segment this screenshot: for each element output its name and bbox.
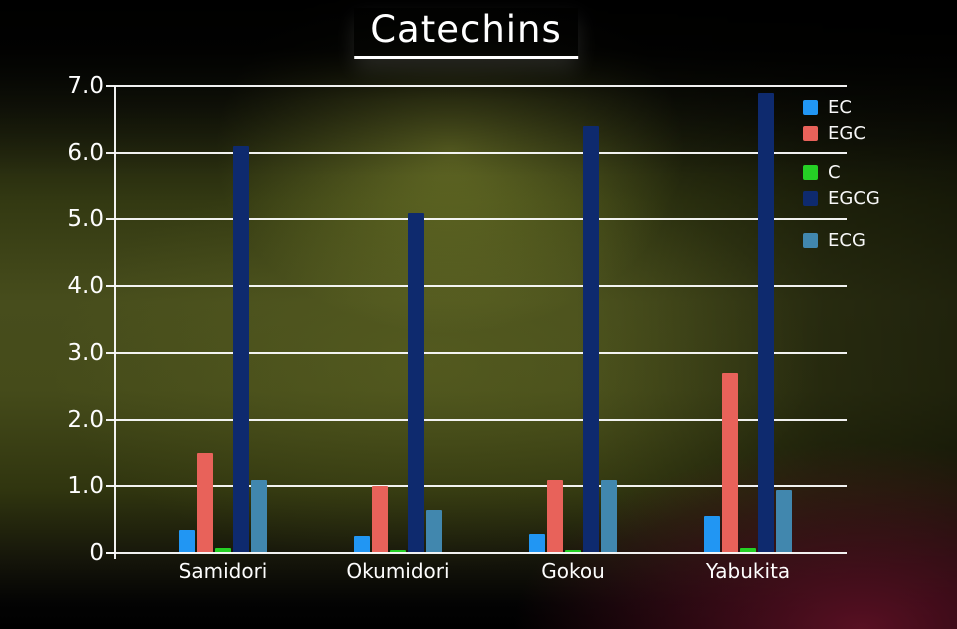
bar-egcg-okumidori <box>408 212 424 553</box>
bar-ecg-yabukita <box>776 489 792 553</box>
legend-swatch-icon <box>803 190 818 206</box>
legend-label: C <box>828 161 841 183</box>
legend-item-egcg: EGCG <box>803 187 880 209</box>
bar-ec-okumidori <box>354 536 370 553</box>
chart-title: Catechins <box>354 8 578 59</box>
y-tick <box>106 151 115 154</box>
y-tick <box>106 285 115 288</box>
legend-label: ECG <box>828 229 866 251</box>
plot-area <box>115 85 847 553</box>
legend-item-c: C <box>803 161 841 183</box>
y-tick <box>106 85 115 87</box>
y-tick-label: 2.0 <box>67 406 104 433</box>
y-tick <box>106 418 115 421</box>
legend-label: EGCG <box>828 187 880 209</box>
legend-swatch-icon <box>803 125 818 141</box>
legend-item-ecg: ECG <box>803 229 866 251</box>
bar-ec-yabukita <box>704 516 720 553</box>
y-axis-line <box>114 86 116 559</box>
bar-egc-okumidori <box>372 486 388 553</box>
bar-c-gokou <box>565 549 581 553</box>
y-tick-label: 0 <box>89 540 104 566</box>
x-category-label: Gokou <box>541 559 605 583</box>
y-tick <box>106 485 115 488</box>
y-tick <box>106 218 115 221</box>
y-tick-label: 1.0 <box>67 473 104 500</box>
gridline <box>115 485 847 488</box>
x-category-label: Yabukita <box>705 559 791 583</box>
y-tick-label: 4.0 <box>67 273 104 300</box>
bar-egcg-yabukita <box>758 92 774 553</box>
bar-c-samidori <box>215 548 231 553</box>
legend-swatch-icon <box>803 99 818 115</box>
bar-c-okumidori <box>390 549 406 553</box>
bar-ecg-gokou <box>601 479 617 553</box>
legend-swatch-icon <box>803 164 818 180</box>
gridline <box>115 285 847 288</box>
gridline <box>115 85 847 88</box>
legend-label: EC <box>828 96 852 118</box>
y-tick-label: 5.0 <box>67 206 104 233</box>
bar-egc-gokou <box>547 479 563 553</box>
bar-egcg-gokou <box>583 126 599 553</box>
bar-egc-samidori <box>197 452 213 553</box>
gridline <box>115 351 847 354</box>
bar-egc-yabukita <box>722 372 738 553</box>
x-axis-line <box>106 552 847 554</box>
gridline <box>115 151 847 154</box>
y-tick <box>106 351 115 354</box>
legend-item-ec: EC <box>803 96 852 118</box>
bar-ecg-okumidori <box>426 509 442 553</box>
x-category-label: Okumidori <box>346 559 450 583</box>
y-tick-label: 6.0 <box>67 139 104 166</box>
y-tick-label: 7.0 <box>67 73 104 99</box>
bar-egcg-samidori <box>233 146 249 553</box>
bar-c-yabukita <box>740 547 756 553</box>
gridline <box>115 218 847 221</box>
x-category-label: Samidori <box>178 559 268 583</box>
gridline <box>115 418 847 421</box>
bar-ec-samidori <box>179 529 195 553</box>
legend-swatch-icon <box>803 232 818 248</box>
y-tick-label: 3.0 <box>67 339 104 366</box>
bar-ecg-samidori <box>251 479 267 553</box>
bar-ec-gokou <box>529 534 545 553</box>
legend-label: EGC <box>828 122 866 144</box>
chart-title-wrap: Catechins <box>354 8 578 59</box>
y-tick <box>106 552 115 554</box>
legend-item-egc: EGC <box>803 122 866 144</box>
